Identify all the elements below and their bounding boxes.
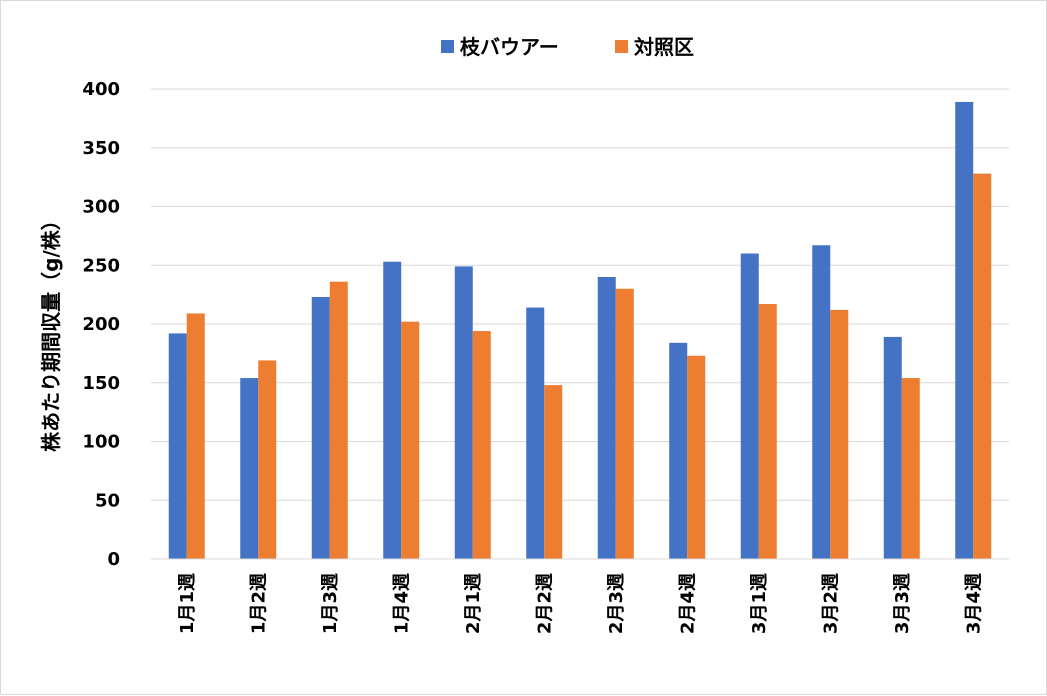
bars [168,101,992,560]
y-tick-label: 100 [82,432,120,453]
bar-series-1 [526,307,545,559]
bar-series-2 [687,355,706,559]
bar-series-2 [615,288,634,559]
x-axis-ticks: 1月1週 1月2週 1月3週 1月4週 2月1週 2月2週 2月3週 2月4週 3月1週 3月2週… [177,573,985,634]
bar-series-2 [186,313,205,559]
bar-series-1 [669,342,688,559]
legend-label-series-1: 枝バウアー [460,35,559,59]
bar-series-2 [973,173,992,559]
legend-swatch-series-1 [441,40,454,53]
y-tick-label: 250 [82,255,120,276]
legend-swatch-series-2 [615,40,628,53]
bar-series-1 [454,266,473,559]
x-tick-label: 2月1週 [463,573,484,634]
grid-lines [151,88,1009,501]
x-tick-label: 2月4週 [677,573,698,634]
bar-series-2 [830,309,849,559]
bar-series-1 [383,261,402,559]
bar-series-1 [168,333,187,559]
y-tick-label: 350 [82,138,120,159]
bar-series-2 [544,385,563,559]
bar-series-1 [740,253,759,559]
x-tick-label: 2月3週 [606,573,627,634]
x-tick-label: 3月4週 [963,573,984,634]
y-tick-label: 150 [82,373,120,394]
x-tick-label: 2月2週 [534,573,555,634]
bar-series-2 [758,304,777,559]
y-tick-label: 200 [82,314,120,335]
y-axis-title: 株あたり期間収量（g/株） [39,210,63,452]
y-axis-ticks: 0 50 100 150 200 250 300 350 400 [82,79,120,570]
bar-series-1 [311,296,330,559]
y-tick-label: 50 [95,490,120,511]
y-tick-label: 0 [107,549,120,570]
x-tick-label: 3月3週 [892,573,913,634]
x-tick-label: 1月1週 [177,573,198,634]
bar-series-1 [240,378,259,559]
x-tick-label: 3月2週 [820,573,841,634]
bar-series-2 [401,321,420,559]
x-tick-label: 1月3週 [320,573,341,634]
bar-series-1 [597,277,616,559]
bar-series-1 [883,336,902,559]
y-tick-label: 300 [82,197,120,218]
legend-label-series-2: 対照区 [633,35,694,59]
bar-series-2 [258,360,277,559]
bar-series-1 [955,101,974,560]
y-tick-label: 400 [82,79,120,100]
legend: 枝バウアー 対照区 [441,35,694,59]
bar-series-2 [329,281,348,559]
x-tick-label: 1月2週 [248,573,269,634]
x-tick-label: 1月4週 [391,573,412,634]
bar-series-2 [472,331,491,559]
bar-series-2 [901,378,920,559]
x-tick-label: 3月1週 [749,573,770,634]
bar-series-1 [812,245,831,559]
